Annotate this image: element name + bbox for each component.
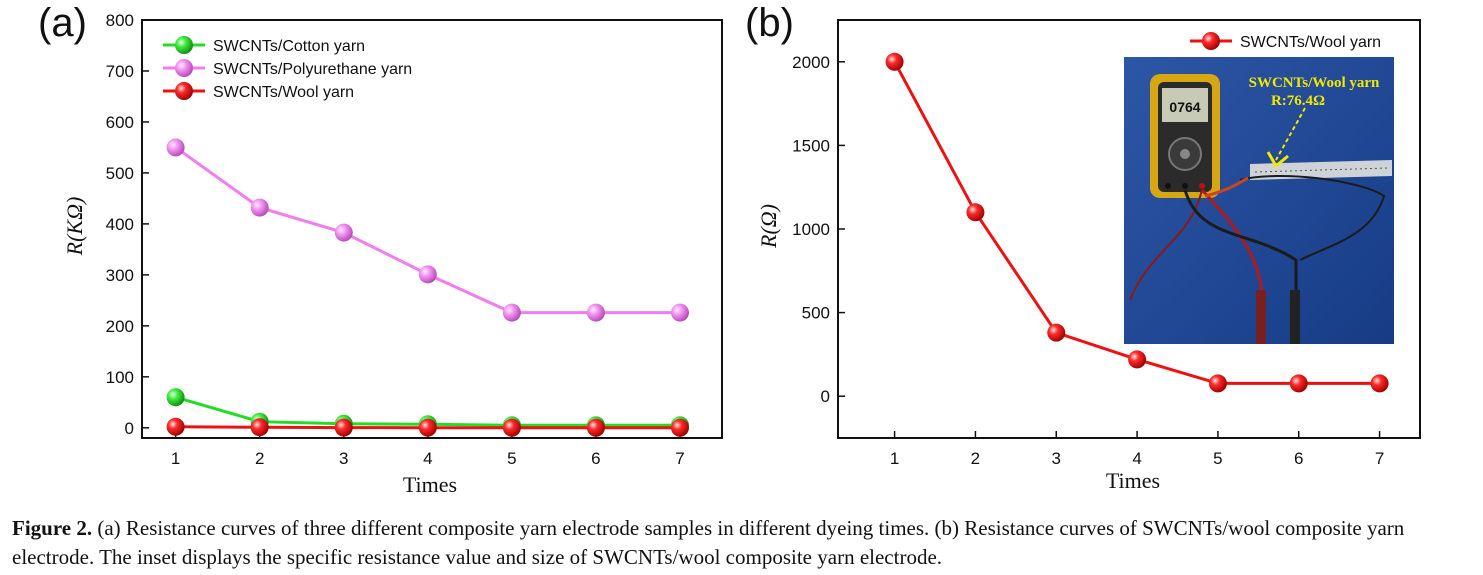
y-tick-label: 500 [802,304,830,323]
x-tick-label: 6 [591,449,600,468]
legend-label-swcnts-wool-yarn: SWCNTs/Wool yarn [213,84,354,101]
y-tick-label: 800 [106,11,134,30]
inset-annotation-resistance: R:76.4Ω [1271,93,1325,109]
data-point-swcnts-wool-yarn [670,418,689,437]
chart-a-x-axis-title: Times [403,472,457,497]
legend-label-swcnts-polyurethane-yarn: SWCNTs/Polyurethane yarn [213,61,412,78]
y-tick-label: 300 [106,266,134,285]
data-point-swcnts-wool-yarn [586,418,605,437]
data-point-swcnts-wool-yarn [885,52,904,71]
x-tick-label: 5 [507,449,516,468]
annotation-arrow-icon [1266,107,1306,169]
multimeter-icon: 0764 [1150,74,1220,198]
panel-label-a: (a) [38,1,87,45]
data-point-swcnts-polyurethane-yarn [502,303,521,322]
y-tick-label: 2000 [792,53,830,72]
data-point-swcnts-wool-yarn [334,418,353,437]
x-tick-label: 6 [1294,449,1303,468]
chart-b-legend: SWCNTs/Wool yarn [1190,32,1381,51]
y-tick-label: 200 [106,317,134,336]
data-point-swcnts-wool-yarn [966,203,985,222]
chart-b-x-axis-title: Times [1106,468,1160,493]
y-tick-label: 1000 [792,220,830,239]
multimeter-display-reading: 0764 [1169,99,1200,115]
figure-caption: Figure 2. (a) Resistance curves of three… [12,514,1472,572]
x-tick-label: 4 [423,449,432,468]
x-tick-label: 1 [171,449,180,468]
y-tick-label: 100 [106,368,134,387]
x-tick-label: 4 [1132,449,1141,468]
data-point-swcnts-wool-yarn [502,418,521,437]
data-point-swcnts-polyurethane-yarn [250,198,269,217]
y-tick-label: 0 [821,387,830,406]
panel-label-b: (b) [745,1,794,45]
chart-b-series [885,52,1389,393]
chart-a-y-axis: 0 100 200 300 400 500 600 700 800 [106,11,149,438]
legend-marker-swcnts-wool-yarn [1202,32,1220,50]
data-point-swcnts-polyurethane-yarn [166,138,185,157]
data-point-swcnts-wool-yarn [418,418,437,437]
x-tick-label: 2 [255,449,264,468]
x-tick-label: 1 [890,449,899,468]
legend-label-swcnts-wool-yarn: SWCNTs/Wool yarn [1240,34,1381,51]
data-point-swcnts-wool-yarn [1047,323,1066,342]
data-point-swcnts-wool-yarn [166,417,185,436]
legend-marker-swcnts-wool-yarn [175,82,193,100]
caption-text: (a) Resistance curves of three different… [12,516,1405,569]
caption-label: Figure 2. [12,516,93,540]
legend-marker-swcnts-polyurethane-yarn [175,59,193,77]
inset-annotation-sample: SWCNTs/Wool yarn [1249,75,1380,91]
y-tick-label: 500 [106,164,134,183]
x-tick-label: 7 [1375,449,1384,468]
figure: (a) (b) 0 100 200 300 400 500 600 700 800 1 2 3 4 5 6… [38,1,1421,497]
y-tick-label: 700 [106,62,134,81]
test-leads-icon [1129,175,1386,344]
data-point-swcnts-polyurethane-yarn [670,303,689,322]
y-tick-label: 0 [125,419,134,438]
legend-label-swcnts-cotton-yarn: SWCNTs/Cotton yarn [213,38,365,55]
data-point-swcnts-wool-yarn [250,418,269,437]
y-tick-label: 400 [106,215,134,234]
data-point-swcnts-wool-yarn [1289,374,1308,393]
chart-a-legend: SWCNTs/Cotton yarn SWCNTs/Polyurethane ya… [163,36,412,101]
y-tick-label: 1500 [792,136,830,155]
legend-marker-swcnts-cotton-yarn [175,36,193,54]
data-point-swcnts-polyurethane-yarn [418,265,437,284]
x-tick-label: 7 [675,449,684,468]
x-tick-label: 5 [1213,449,1222,468]
x-tick-label: 3 [1052,449,1061,468]
x-tick-label: 3 [339,449,348,468]
chart-a-y-axis-title: R(KΩ) [62,197,87,257]
data-point-swcnts-wool-yarn [1128,350,1147,369]
data-point-swcnts-wool-yarn [1208,374,1227,393]
series-line-swcnts-polyurethane-yarn [174,146,680,315]
x-tick-label: 2 [971,449,980,468]
data-point-swcnts-polyurethane-yarn [586,303,605,322]
chart-b-x-axis: 1 2 3 4 5 6 7 [890,431,1384,468]
data-point-swcnts-cotton-yarn [166,388,185,407]
data-point-swcnts-polyurethane-yarn [334,223,353,242]
chart-b-y-axis-title: R(Ω) [756,204,781,249]
data-point-swcnts-wool-yarn [1370,374,1389,393]
chart-a-series [166,138,689,437]
y-tick-label: 600 [106,113,134,132]
chart-a-plot-frame [141,19,723,439]
chart-b-y-axis: 0 500 1000 1500 2000 [792,53,845,406]
inset-photo: 0764 SWCNTs/Wool yarn R:76.4Ω [1124,57,1394,344]
